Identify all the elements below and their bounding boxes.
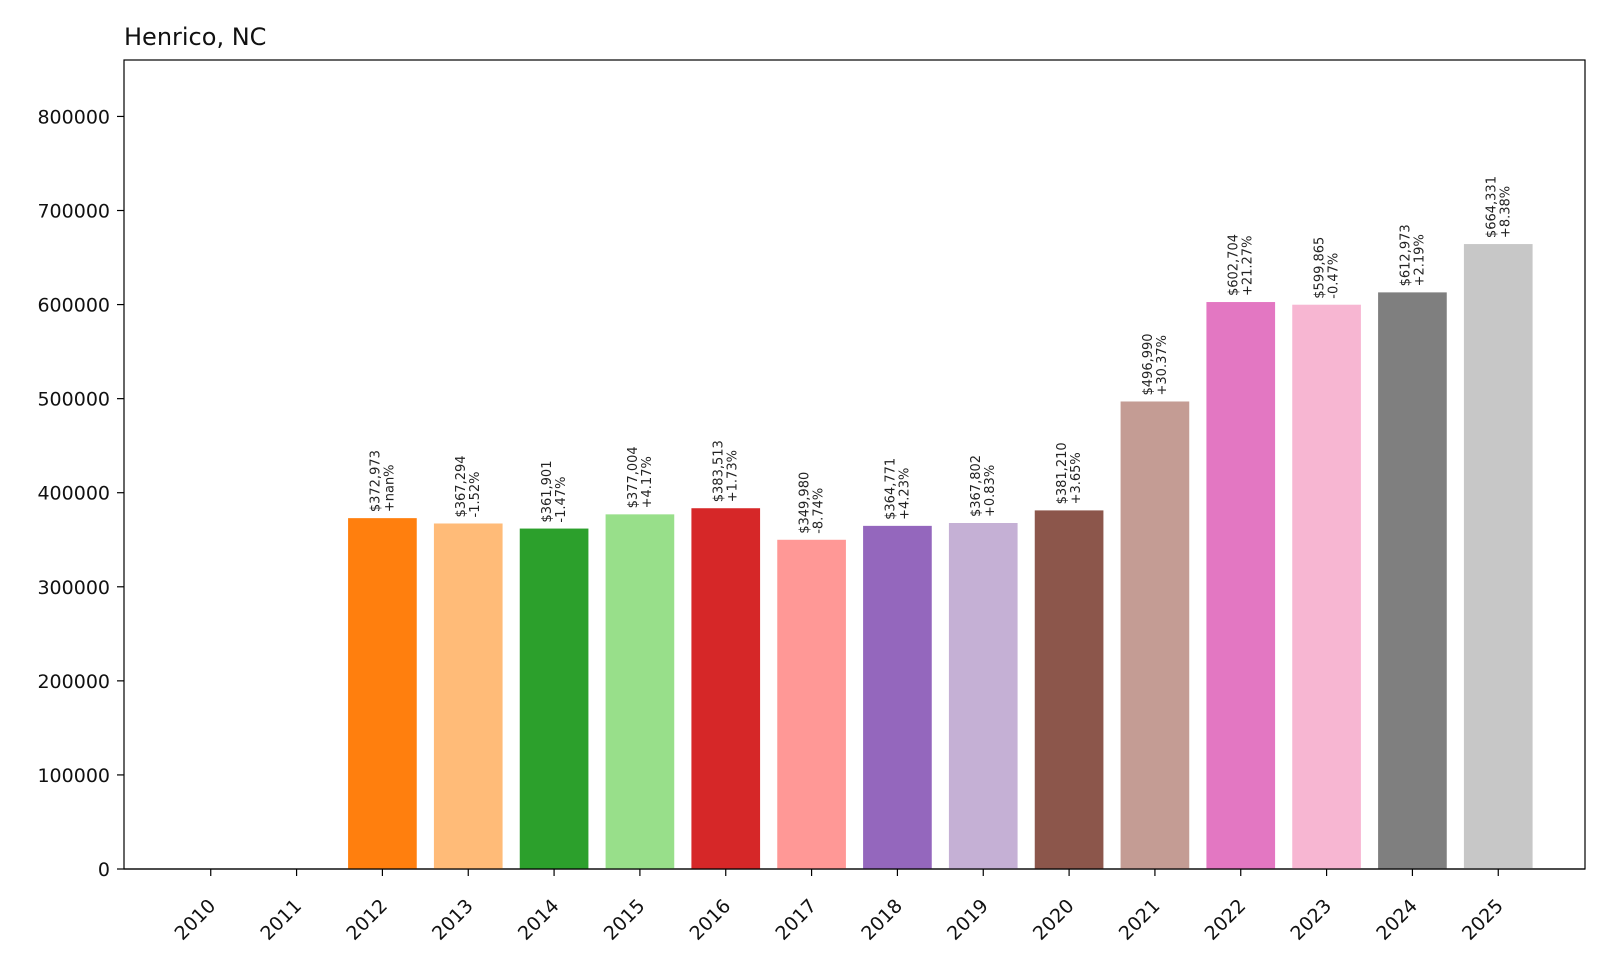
bar-2022: [1206, 302, 1276, 870]
bar-value-label-2022: $602,704: [1227, 234, 1242, 296]
bar-value-label-2019: $367,802: [969, 455, 984, 517]
bar-2021: [1120, 401, 1190, 869]
bar-change-label-2021: +30.37%: [1155, 335, 1170, 395]
bar-value-label-2018: $364,771: [883, 458, 898, 520]
x-tick-label-2020: 2020: [1029, 895, 1079, 945]
bar-2023: [1292, 304, 1361, 870]
x-tick-label-2011: 2011: [256, 895, 306, 945]
y-tick-label: 700000: [37, 201, 110, 223]
bar-change-label-2012: +nan%: [382, 464, 397, 512]
bar-2012: [348, 518, 417, 869]
x-tick-label-2019: 2019: [943, 895, 993, 945]
x-tick-label-2018: 2018: [857, 895, 907, 945]
y-tick-label: 800000: [37, 106, 110, 128]
plot-area: 0 100000 200000 300000 400000 500000 600000 700…: [37, 59, 1586, 945]
y-tick-label: 100000: [37, 765, 110, 787]
bar-change-label-2019: +0.83%: [983, 465, 998, 517]
plot-frame: [123, 59, 1586, 870]
x-tick-label-2021: 2021: [1115, 895, 1165, 945]
y-tick-label: 0: [98, 859, 110, 881]
x-tick-label-2014: 2014: [514, 895, 564, 945]
bar-value-label-2025: $664,331: [1484, 176, 1499, 238]
y-tick-label: 200000: [37, 671, 110, 693]
x-tick-label-2017: 2017: [771, 895, 821, 945]
bar-change-label-2018: +4.23%: [897, 468, 912, 520]
bar-value-label-2016: $383,513: [712, 440, 727, 502]
bar-2019: [948, 523, 1018, 869]
bar-value-label-2017: $349,980: [798, 472, 813, 534]
bar-2024: [1378, 292, 1447, 870]
x-tick-label-2013: 2013: [428, 895, 478, 945]
x-tick-label-2016: 2016: [686, 895, 736, 945]
bar-value-label-2024: $612,973: [1398, 224, 1413, 286]
y-tick-label: 400000: [37, 483, 110, 505]
y-tick-label: 600000: [37, 295, 110, 317]
bar-value-label-2020: $381,210: [1055, 442, 1070, 504]
bar-2015: [605, 514, 675, 869]
bar-change-label-2023: -0.47%: [1327, 253, 1342, 299]
x-tick-label-2015: 2015: [600, 895, 650, 945]
chart-title: Henrico, NC: [124, 23, 266, 51]
bar-change-label-2022: +21.27%: [1241, 236, 1256, 296]
bar-2025: [1463, 244, 1533, 869]
x-tick-label-2012: 2012: [342, 895, 392, 945]
bar-change-label-2024: +2.19%: [1412, 234, 1427, 286]
x-tick-label-2022: 2022: [1201, 895, 1251, 945]
bar-2013: [433, 523, 503, 869]
bar-value-label-2014: $361,901: [540, 461, 555, 523]
bar-change-label-2025: +8.38%: [1498, 186, 1513, 238]
bar-2018: [863, 525, 932, 869]
bar-value-label-2013: $367,294: [454, 455, 469, 517]
x-tick-label-2023: 2023: [1286, 895, 1336, 945]
bar-change-label-2016: +1.73%: [726, 450, 741, 502]
bar-change-label-2017: -8.74%: [812, 488, 827, 534]
bar-change-label-2015: +4.17%: [640, 456, 655, 508]
x-tick-label-2010: 2010: [171, 895, 221, 945]
bar-value-label-2012: $372,973: [368, 450, 383, 512]
bar-2014: [519, 528, 589, 869]
x-tick-label-2025: 2025: [1458, 895, 1508, 945]
bar-change-label-2013: -1.52%: [468, 471, 483, 517]
bar-value-label-2015: $377,004: [626, 446, 641, 508]
bar-value-label-2023: $599,865: [1313, 237, 1328, 299]
bar-2017: [777, 539, 846, 869]
bar-2020: [1034, 510, 1104, 869]
bar-change-label-2020: +3.65%: [1069, 452, 1084, 504]
x-tick-label-2024: 2024: [1372, 895, 1422, 945]
bar-value-label-2021: $496,990: [1141, 333, 1156, 395]
bar-2016: [691, 508, 761, 869]
y-tick-label: 500000: [37, 389, 110, 411]
y-tick-label: 300000: [37, 577, 110, 599]
bar-change-label-2014: -1.47%: [554, 477, 569, 523]
